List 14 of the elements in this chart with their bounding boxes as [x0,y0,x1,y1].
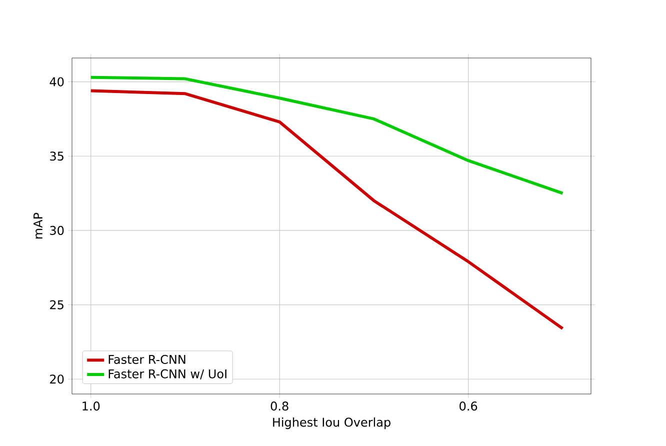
x-tick-label: 1.0 [82,402,100,411]
y-tick-label: 25 [50,300,64,310]
x-tick-label: 0.8 [270,402,288,411]
y-tick-label: 30 [50,226,64,235]
y-axis-title: mAP [34,212,42,238]
line-series [89,89,564,330]
legend-label: Faster R-CNN w/ UoI [108,369,226,380]
x-tick-label: 0.6 [460,402,478,411]
x-axis-title: Highest Iou Overlap [273,417,390,430]
y-tick-label: 35 [50,152,64,161]
legend-label: Faster R-CNN [108,354,186,364]
y-tick-label: 40 [50,77,64,86]
y-tick-label: 20 [50,374,64,384]
line-series [89,76,564,195]
